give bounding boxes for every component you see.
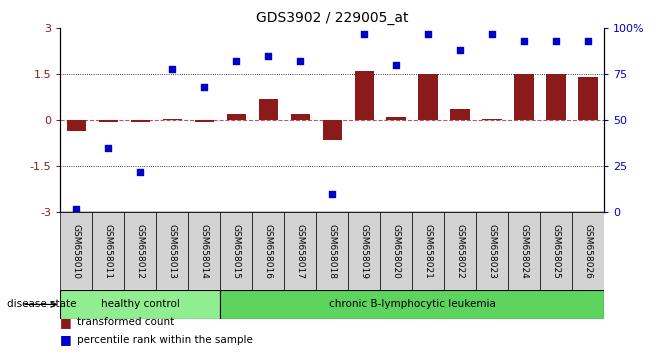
Bar <box>258 99 278 120</box>
Bar <box>60 290 220 319</box>
Bar <box>323 120 342 140</box>
Bar <box>124 212 156 290</box>
Bar <box>252 212 285 290</box>
Text: GSM658021: GSM658021 <box>423 224 433 279</box>
Bar <box>316 212 348 290</box>
Point <box>199 84 209 90</box>
Bar <box>572 212 604 290</box>
Text: GSM658013: GSM658013 <box>168 224 176 279</box>
Bar <box>508 212 540 290</box>
Point <box>486 31 497 37</box>
Bar <box>162 119 182 120</box>
Bar <box>220 290 604 319</box>
Bar <box>67 120 86 131</box>
Point <box>103 145 113 151</box>
Text: GSM658017: GSM658017 <box>296 224 305 279</box>
Text: disease state: disease state <box>7 299 76 309</box>
Bar <box>348 212 380 290</box>
Text: healthy control: healthy control <box>101 299 180 309</box>
Point <box>391 62 401 68</box>
Bar <box>227 114 246 120</box>
Point <box>359 31 370 37</box>
Bar <box>380 212 412 290</box>
Point <box>71 206 82 212</box>
Bar <box>195 120 214 122</box>
Bar <box>482 119 502 120</box>
Point <box>135 169 146 175</box>
Text: ■: ■ <box>60 316 76 329</box>
Point <box>519 38 529 44</box>
Text: GSM658022: GSM658022 <box>456 224 464 279</box>
Text: GSM658014: GSM658014 <box>200 224 209 279</box>
Point <box>551 38 562 44</box>
Bar <box>354 71 374 120</box>
Bar <box>546 74 566 120</box>
Point <box>167 66 178 72</box>
Bar <box>578 77 597 120</box>
Text: ■: ■ <box>60 333 76 346</box>
Text: GSM658024: GSM658024 <box>519 224 529 279</box>
Text: GSM658012: GSM658012 <box>136 224 145 279</box>
Text: GSM658019: GSM658019 <box>360 224 368 279</box>
Text: transformed count: transformed count <box>77 317 174 327</box>
Bar <box>291 114 310 120</box>
Bar <box>450 109 470 120</box>
Text: GSM658011: GSM658011 <box>104 224 113 279</box>
Bar <box>444 212 476 290</box>
Text: GSM658018: GSM658018 <box>327 224 337 279</box>
Point <box>582 38 593 44</box>
Text: GSM658010: GSM658010 <box>72 224 81 279</box>
Point <box>423 31 433 37</box>
Bar <box>93 212 124 290</box>
Point <box>231 59 242 64</box>
Bar <box>131 120 150 122</box>
Point <box>263 53 274 59</box>
Bar <box>515 74 533 120</box>
Text: chronic B-lymphocytic leukemia: chronic B-lymphocytic leukemia <box>329 299 495 309</box>
Bar <box>220 212 252 290</box>
Text: percentile rank within the sample: percentile rank within the sample <box>77 335 253 345</box>
Bar <box>60 212 93 290</box>
Bar <box>285 212 316 290</box>
Bar <box>99 120 118 121</box>
Text: GSM658016: GSM658016 <box>264 224 272 279</box>
Bar <box>540 212 572 290</box>
Text: GSM658025: GSM658025 <box>552 224 560 279</box>
Text: GSM658015: GSM658015 <box>231 224 241 279</box>
Point <box>295 59 305 64</box>
Bar <box>419 74 437 120</box>
Bar <box>412 212 444 290</box>
Bar <box>189 212 220 290</box>
Text: GDS3902 / 229005_at: GDS3902 / 229005_at <box>256 11 409 25</box>
Bar <box>156 212 189 290</box>
Text: GSM658026: GSM658026 <box>583 224 592 279</box>
Point <box>327 191 338 197</box>
Bar <box>386 117 406 120</box>
Text: GSM658023: GSM658023 <box>488 224 497 279</box>
Text: GSM658020: GSM658020 <box>392 224 401 279</box>
Bar <box>476 212 508 290</box>
Point <box>455 47 466 53</box>
